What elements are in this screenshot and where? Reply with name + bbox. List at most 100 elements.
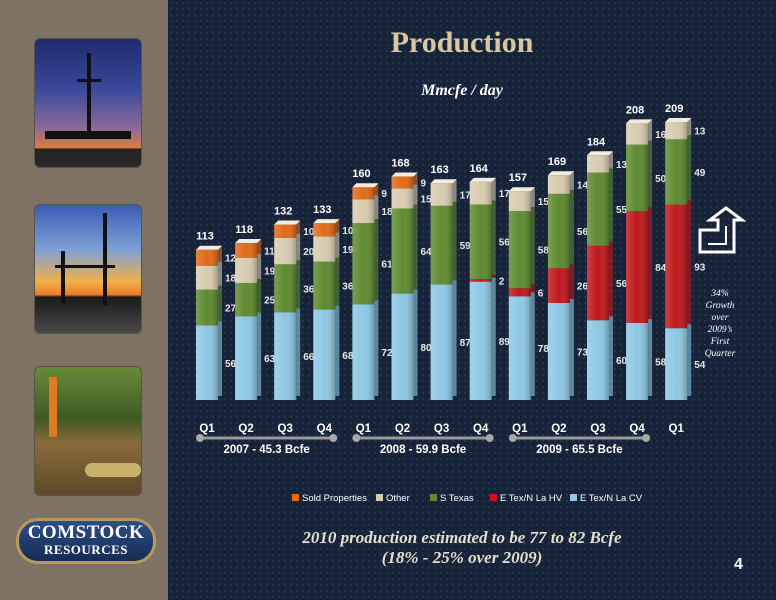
wellhead-sunset-photo [34,204,142,334]
sidebar: COMSTOCK RESOURCES [0,0,168,600]
production-estimate-note: 2010 production estimated to be 77 to 82… [302,528,622,547]
bar-other-11-shade [626,123,649,145]
bar-s-texas-11-side [648,140,653,208]
bar-e-tex-n-la-cv-10-shade [587,320,609,400]
bar-other-9-shade [547,175,570,194]
year-total-label: 2009 - 65.5 Bcfe [536,444,622,456]
total-label: 118 [235,224,253,236]
data-label: 10 [342,226,354,237]
data-label: 87 [460,338,472,349]
bar-sold-properties-3-side [335,219,340,233]
data-label: 56 [577,227,589,238]
pipeline-construction-photo [34,366,142,496]
data-label: 13 [694,127,706,138]
total-label: 113 [196,231,214,243]
bar-other-9-side [569,171,574,190]
legend-label: S Texas [440,493,474,504]
bar-s-texas-1-side [257,278,262,313]
bar-e-tex-n-la-cv-9-shade [547,302,570,400]
data-label: 55 [616,205,628,216]
bar-other-2-side [296,233,301,261]
year-bracket-dot [196,434,204,442]
page-number: 4 [734,556,743,573]
bar-other-7-shade [469,181,492,205]
bar-s-texas-1-shade [235,282,258,317]
x-tick-label: Q3 [278,423,293,435]
data-label: 20 [303,247,315,258]
bar-other-5-shade [391,188,414,209]
data-label: 49 [694,168,706,179]
bar-other-12-side [687,118,692,136]
legend-swatch [570,494,577,501]
total-label: 160 [352,168,370,180]
bar-s-texas-12-shade [665,139,688,205]
bar-s-texas-12-side [687,135,692,201]
year-bracket-dot [642,434,651,442]
chart-subtitle: Mmcfe / day [421,82,503,99]
bar-top-3 [313,219,340,224]
data-label: 26 [577,282,589,293]
data-label: 50 [655,174,667,185]
data-label: 9 [421,179,427,190]
legend-swatch [376,494,383,501]
data-label: 78 [538,344,550,355]
bar-other-0-shade [196,265,218,290]
bar-other-2-shade [274,237,297,265]
bar-other-11-side [648,119,653,141]
bar-other-10-side [609,151,613,169]
bar-e-tex-n-la-cv-12-side [687,324,692,396]
data-label: 56 [225,359,237,370]
x-tick-label: Q4 [629,423,645,435]
bar-e-tex-n-la-cv-5-side [413,289,418,396]
bar-s-texas-8-side [530,207,535,285]
data-label: 18 [381,207,393,218]
bar-s-texas-7-shade [469,204,492,279]
bar-e-tex-n-la-cv-0-shade [196,325,218,400]
bar-s-texas-10-shade [587,172,609,246]
bar-e-tex-n-la-cv-7-side [491,277,496,396]
data-label: 93 [694,262,706,273]
legend-label: Other [386,493,410,504]
bar-e-tex-n-la-cv-6-shade [430,284,453,400]
bar-e-tex-n-la-cv-0-side [218,321,222,396]
bar-s-texas-6-shade [430,205,453,285]
x-tick-label: Q3 [590,423,605,435]
bar-s-texas-3-shade [313,261,336,310]
legend-swatch [430,494,437,501]
bar-e-tex-n-la-cv-8-shade [508,296,531,400]
bar-sold-properties-0-side [218,245,222,262]
bar-s-texas-2-side [296,260,301,309]
total-label: 132 [274,205,292,217]
bar-e-tex-n-la-hv-7-shade [469,278,492,282]
data-label: 14 [577,181,589,192]
bar-e-tex-n-la-hv-8-shade [508,288,531,297]
total-label: 168 [391,158,409,170]
bar-top-12 [665,118,692,123]
data-label: 56 [616,279,628,290]
bar-other-7-side [491,177,496,201]
bar-sold-properties-1-shade [235,243,258,258]
data-label: 63 [264,354,276,365]
data-label: 17 [460,191,472,202]
bar-e-tex-n-la-cv-5-shade [391,293,414,400]
total-label: 164 [470,163,489,175]
data-label: 58 [655,357,667,368]
data-label: 72 [381,348,393,359]
bar-e-tex-n-la-cv-12-shade [665,328,688,400]
legend-swatch [490,494,497,501]
data-label: 64 [421,247,433,258]
legend-label: E Tex/N La HV [500,493,563,504]
bar-top-10 [587,151,613,156]
comstock-resources-logo: COMSTOCK RESOURCES [16,518,156,564]
bar-e-tex-n-la-cv-7-shade [469,281,492,400]
year-total-label: 2007 - 45.3 Bcfe [223,444,309,456]
bar-top-6 [430,179,457,184]
bar-e-tex-n-la-hv-9-shade [547,268,570,303]
data-label: 19 [342,245,354,256]
x-tick-label: Q3 [434,423,449,435]
x-tick-label: Q2 [395,423,410,435]
year-bracket-dot [485,434,494,442]
x-tick-label: Q1 [356,423,372,435]
total-label: 163 [430,164,448,176]
